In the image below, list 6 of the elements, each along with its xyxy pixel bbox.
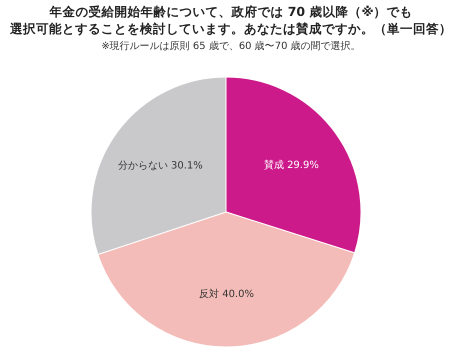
text: ※現行ルールは原則 65 歳で、60 歳〜70 歳の間で選択。 xyxy=(101,40,361,52)
chart-subtitle: 選択可能とすることを検討しています。あなたは賛成ですか。（単一回答） xyxy=(9,21,452,36)
slice-label: 反対 40.0% xyxy=(199,288,254,300)
slice-label: 賛成 29.9% xyxy=(264,159,319,172)
chart-title: 年金の受給開始年齢について、政府では 70 歳以降（※）でも xyxy=(48,4,413,19)
slice-label: 分からない 30.1% xyxy=(118,160,203,172)
